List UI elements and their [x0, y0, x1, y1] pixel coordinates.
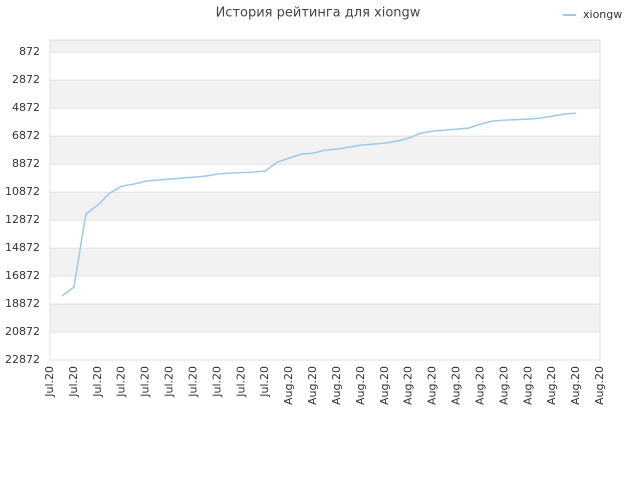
x-tick-label: Aug.20: [306, 366, 319, 405]
grid-band: [50, 304, 600, 333]
y-tick-label: 8872: [12, 157, 40, 170]
x-tick-label: Jul.20: [186, 366, 199, 398]
grid-band: [50, 248, 600, 277]
x-tick-label: Jul.20: [163, 366, 176, 398]
x-tick-label: Aug.20: [402, 366, 415, 405]
x-tick-label: Aug.20: [450, 366, 463, 405]
grid-band: [50, 192, 600, 221]
x-tick-label: Aug.20: [282, 366, 295, 405]
y-tick-label: 14872: [5, 241, 40, 254]
y-tick-label: 10872: [5, 185, 40, 198]
x-tick-label: Aug.20: [497, 366, 510, 405]
x-tick-label: Aug.20: [378, 366, 391, 405]
y-tick-label: 4872: [12, 101, 40, 114]
x-tick-label: Aug.20: [473, 366, 486, 405]
y-tick-label: 22872: [5, 353, 40, 366]
x-tick-label: Jul.20: [91, 366, 104, 398]
x-tick-label: Aug.20: [521, 366, 534, 405]
y-tick-label: 6872: [12, 129, 40, 142]
y-tick-label: 20872: [5, 325, 40, 338]
x-tick-label: Jul.20: [139, 366, 152, 398]
y-tick-label: 16872: [5, 269, 40, 282]
y-tick-label: 2872: [12, 73, 40, 86]
grid-band: [50, 40, 600, 53]
grid-band: [50, 80, 600, 109]
x-tick-label: Jul.20: [210, 366, 223, 398]
x-tick-label: Aug.20: [426, 366, 439, 405]
y-tick-label: 12872: [5, 213, 40, 226]
x-tick-label: Jul.20: [67, 366, 80, 398]
data-line: [61, 112, 577, 297]
x-tick-label: Jul.20: [258, 366, 271, 398]
chart-title: История рейтинга для xiongw: [216, 6, 421, 21]
x-tick-label: Jul.20: [115, 366, 128, 398]
x-tick-label: Aug.20: [545, 366, 558, 405]
x-tick-label: Jul.20: [234, 366, 247, 398]
x-tick-label: Aug.20: [593, 366, 606, 405]
x-tick-label: Aug.20: [354, 366, 367, 405]
x-tick-label: Aug.20: [330, 366, 343, 405]
legend-label: xiongw: [583, 8, 622, 21]
x-tick-label: Jul.20: [43, 366, 56, 398]
x-tick-label: Aug.20: [569, 366, 582, 405]
y-tick-label: 18872: [5, 297, 40, 310]
y-tick-label: 872: [19, 45, 40, 58]
